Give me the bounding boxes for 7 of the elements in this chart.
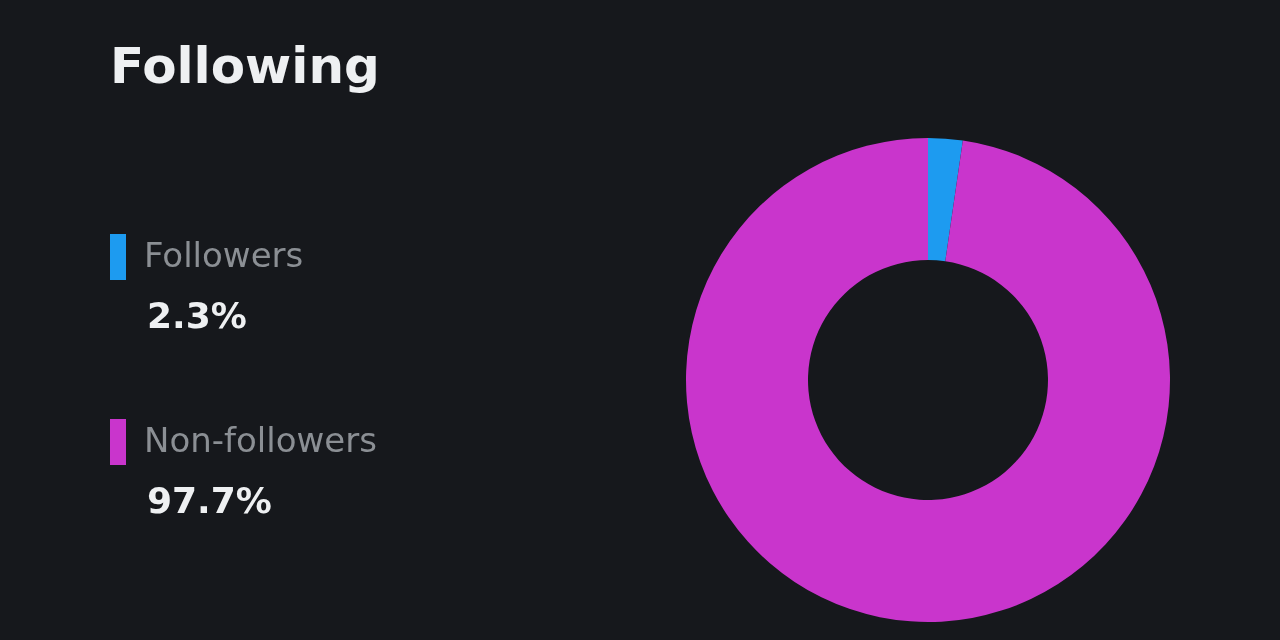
donut-slice <box>928 138 963 262</box>
chart-title: Following <box>110 37 380 95</box>
donut-slice <box>686 138 1170 622</box>
data-label: 2.3% <box>147 295 247 336</box>
legend-label: Non-followers <box>144 420 377 460</box>
legend-label: Followers <box>144 235 304 275</box>
data-label: 97.7% <box>147 480 272 521</box>
